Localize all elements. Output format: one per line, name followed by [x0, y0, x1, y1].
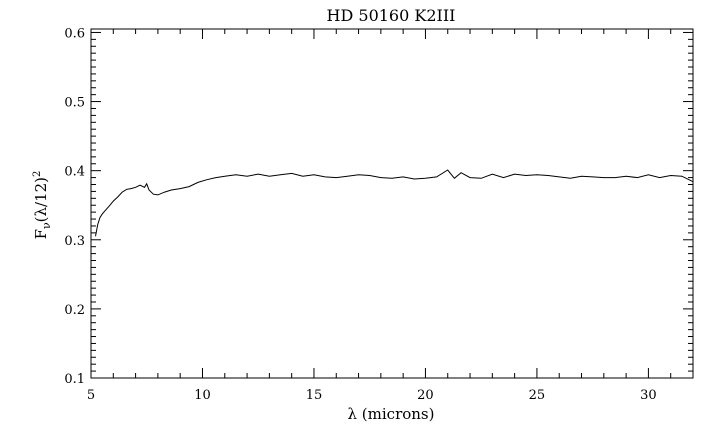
tick-labels: 5 10 15 20 25 30 0.1 0.2 0.3 0.4 0.5 0.6 [64, 26, 656, 403]
y-tick-label: 0.5 [64, 96, 85, 111]
y-label-mid: (λ/12) [32, 177, 50, 222]
y-tick-label: 0.1 [64, 372, 85, 387]
plot-frame [90, 28, 694, 379]
axis-ticks [90, 29, 694, 379]
x-tick-label: 30 [640, 388, 657, 403]
y-label-sub: ν [40, 222, 53, 229]
y-label-sup: 2 [32, 171, 43, 177]
y-axis-label: Fν(λ/12)2 [32, 171, 53, 240]
y-tick-label: 0.2 [64, 303, 85, 318]
x-tick-label: 15 [306, 388, 323, 403]
y-tick-label: 0.3 [64, 234, 85, 249]
x-tick-label: 25 [529, 388, 546, 403]
x-tick-label: 5 [87, 388, 95, 403]
y-tick-label: 0.4 [64, 165, 85, 180]
x-axis-label: λ (microns) [348, 405, 435, 423]
svg-text:Fν(λ/12)2: Fν(λ/12)2 [32, 171, 53, 240]
y-tick-label: 0.6 [64, 26, 85, 41]
chart-title: HD 50160 K2III [327, 6, 456, 25]
x-tick-label: 20 [417, 388, 434, 403]
spectrum-line [95, 169, 694, 237]
x-tick-label: 10 [194, 388, 211, 403]
y-label-f: F [32, 229, 50, 239]
